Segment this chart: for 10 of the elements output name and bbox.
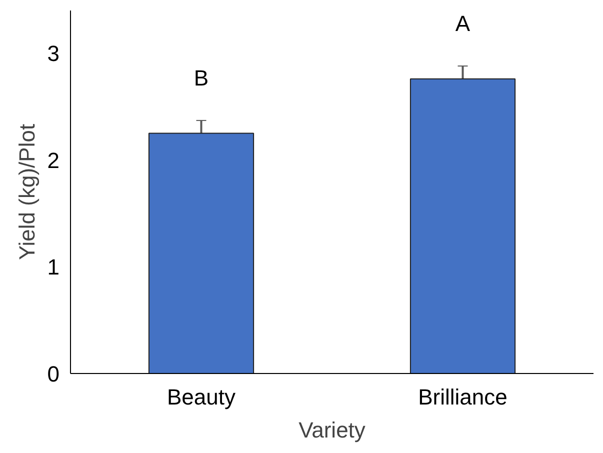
y-tick-label: 0 — [47, 362, 60, 386]
annotation: B — [194, 65, 209, 90]
x-tick-label: Beauty — [167, 384, 236, 410]
x-tick-label: Brilliance — [418, 384, 508, 410]
y-tick-label: 1 — [47, 254, 60, 280]
annotation: A — [455, 11, 470, 36]
y-axis-title: Yield (kg)/Plot — [14, 124, 40, 260]
x-axis-title: Variety — [298, 418, 366, 442]
y-tick-label: 3 — [47, 41, 60, 66]
y-tick-label: 2 — [47, 148, 60, 173]
